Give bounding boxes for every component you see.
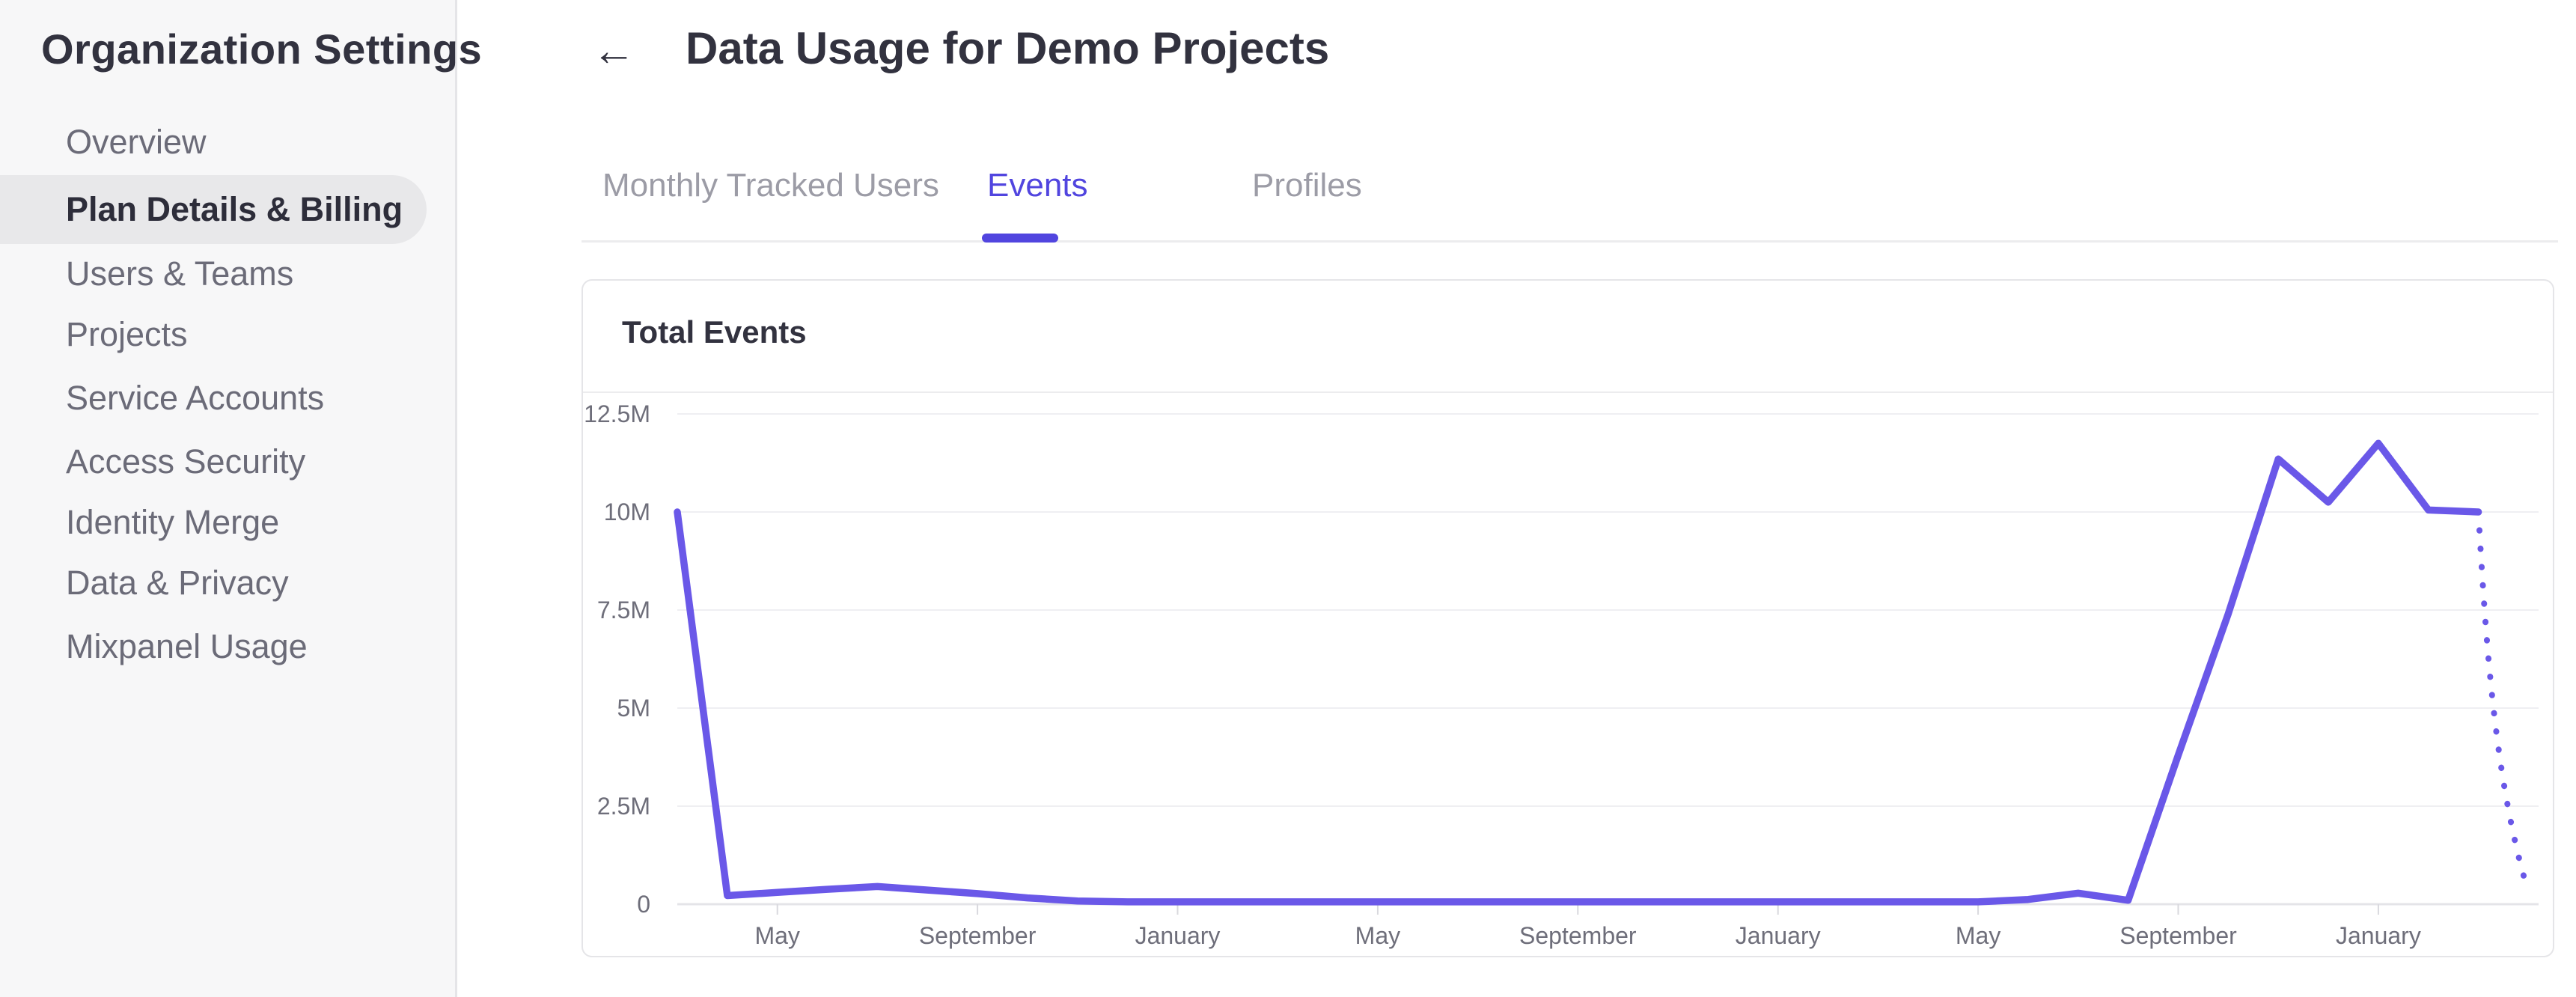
card-title: Total Events [622,314,807,350]
total-events-card: Total Events 0 2.5M 5M 7.5M 10M 12.5M May Septe… [582,279,2554,957]
sidebar-item-service-accounts[interactable]: Service Accounts [66,379,325,417]
tabs-underline [582,240,2558,243]
sidebar-item-users-teams[interactable]: Users & Teams [66,254,294,293]
tab-monthly-tracked-users[interactable]: Monthly Tracked Users [602,167,939,204]
y-axis-tick-label: 5M [617,695,650,722]
sidebar-item-access-security[interactable]: Access Security [66,442,306,481]
total-events-series-line [674,439,2482,906]
active-tab-indicator [982,234,1058,243]
y-axis-tick-label: 10M [604,498,650,525]
sidebar-item-overview[interactable]: Overview [66,123,207,161]
organization-settings-sidebar: Organization Settings Overview Plan Deta… [0,0,482,997]
x-axis-tick-label: May [754,922,799,949]
y-axis-tick-label: 7.5M [597,597,650,623]
sidebar-item-projects[interactable]: Projects [66,315,188,353]
sidebar-item-identity-merge[interactable]: Identity Merge [66,503,280,541]
sidebar-item-mixpanel-usage[interactable]: Mixpanel Usage [66,627,308,665]
x-axis-tick-label: September [1519,922,1637,949]
x-axis-tick-label: September [2119,922,2237,949]
total-events-line-chart[interactable]: 0 2.5M 5M 7.5M 10M 12.5M May September January Ma… [583,281,2553,956]
x-axis-tick-label: January [2336,922,2421,949]
tab-events[interactable]: Events [987,167,1088,204]
sidebar-item-plan-details-billing[interactable]: Plan Details & Billing [0,175,427,244]
sidebar-title: Organization Settings [41,25,483,73]
back-arrow-icon: ← [592,26,635,75]
x-axis-tick-label: May [1355,922,1400,949]
x-axis-tick-label: January [1135,922,1221,949]
card-header: Total Events [583,281,2553,393]
tab-profiles[interactable]: Profiles [1252,167,1362,204]
x-axis-tick-label: September [919,922,1037,949]
y-axis-tick-label: 2.5M [597,793,650,820]
back-button[interactable]: ← [585,22,642,79]
x-axis-tick-label: May [1956,922,2000,949]
projected-usage-dotted-line [2475,509,2532,896]
y-axis-tick-label: 0 [637,891,650,918]
x-axis-tick-label: January [1736,922,1821,949]
y-axis-tick-label: 12.5M [584,400,650,427]
page-title: Data Usage for Demo Projects [686,23,1330,73]
sidebar-item-data-privacy[interactable]: Data & Privacy [66,564,289,602]
